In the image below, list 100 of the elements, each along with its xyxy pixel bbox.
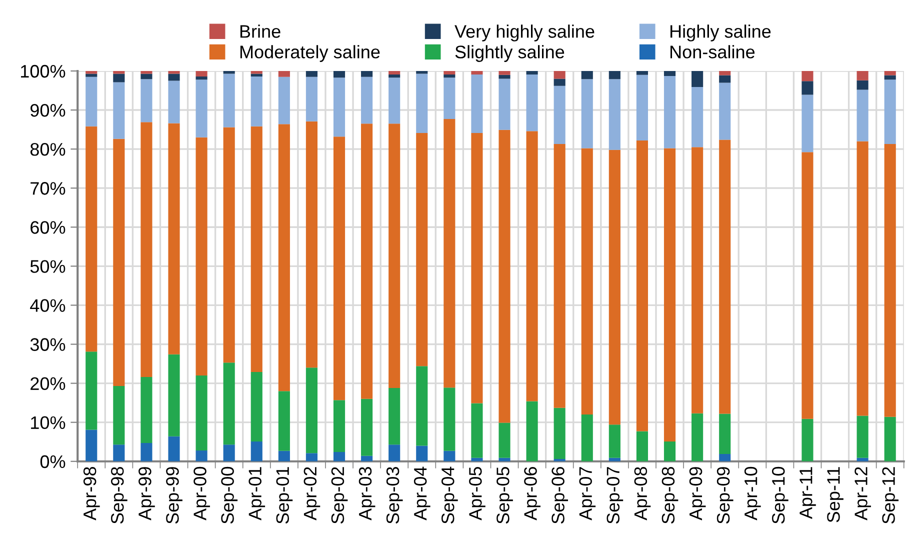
bar <box>333 452 346 462</box>
bar <box>856 416 868 458</box>
bar <box>223 362 235 445</box>
x-tick-label: Apr-04 <box>414 466 430 520</box>
bar <box>526 131 538 402</box>
bar <box>140 377 152 444</box>
bar <box>168 80 180 124</box>
bar <box>416 446 428 462</box>
bar <box>196 70 208 76</box>
bar <box>471 70 483 74</box>
y-tick-label: 100% <box>21 64 66 78</box>
bar <box>306 70 318 77</box>
x-tick-label: Sep-09 <box>716 467 734 524</box>
bar <box>884 75 896 80</box>
bar <box>306 368 318 454</box>
bar <box>361 124 373 399</box>
bar <box>223 127 235 363</box>
bar <box>581 70 593 80</box>
bar <box>333 78 346 137</box>
bar <box>581 79 593 148</box>
bar <box>113 70 125 74</box>
x-tick-label: Sep-06 <box>552 467 568 524</box>
bar <box>278 124 290 392</box>
bar <box>554 78 566 86</box>
bar <box>664 441 676 462</box>
bar <box>664 76 676 148</box>
bar <box>719 414 731 454</box>
bar <box>306 76 318 122</box>
bar <box>802 94 814 152</box>
bar <box>692 147 704 414</box>
bar <box>581 414 593 462</box>
bar <box>223 444 235 462</box>
bar <box>498 70 510 75</box>
bar <box>802 81 814 95</box>
y-tick-label: 10% <box>31 416 66 430</box>
bar <box>250 74 262 76</box>
y-tick-label: 90% <box>30 104 66 117</box>
bar <box>416 70 428 74</box>
y-tick-label: 80% <box>30 142 66 156</box>
bar <box>388 124 400 388</box>
bar <box>278 70 290 77</box>
bar <box>168 436 180 462</box>
bar <box>444 388 456 451</box>
bar <box>113 386 125 445</box>
bar <box>86 126 98 352</box>
bar <box>388 74 400 78</box>
bar <box>388 388 400 445</box>
bar <box>608 424 620 458</box>
bar <box>278 76 290 124</box>
bar <box>471 74 483 134</box>
bar <box>250 441 262 462</box>
bar <box>113 74 125 82</box>
x-tick-label: Apr-05 <box>469 466 486 520</box>
bar <box>664 148 676 442</box>
bar <box>250 76 262 126</box>
bar <box>278 391 290 451</box>
bar <box>86 76 98 126</box>
bar <box>196 76 208 80</box>
bar <box>168 123 180 354</box>
bar <box>856 90 868 142</box>
bar <box>361 456 373 462</box>
bar <box>223 74 235 128</box>
y-tick-label: 70% <box>30 182 66 195</box>
bar <box>140 122 152 378</box>
bar <box>168 74 180 81</box>
bar <box>333 70 346 78</box>
bar <box>692 413 704 462</box>
x-tick-label: Apr-12 <box>854 467 871 520</box>
bar <box>884 70 896 76</box>
bar <box>333 136 346 400</box>
x-tick-label: Apr-98 <box>83 467 100 520</box>
legend-label: Moderately saline <box>240 45 380 62</box>
bar <box>636 140 648 432</box>
bar <box>802 70 814 82</box>
bar <box>554 144 566 408</box>
x-tick-label: Sep-12 <box>882 467 899 524</box>
bar <box>526 70 538 74</box>
bar <box>196 450 208 462</box>
bar <box>471 133 483 404</box>
x-tick-label: Sep-07 <box>606 467 624 524</box>
bar <box>856 80 868 90</box>
x-tick-label: Apr-07 <box>579 467 596 520</box>
bar <box>416 133 428 366</box>
bar <box>802 418 814 462</box>
y-tick-label: 40% <box>30 299 66 312</box>
bar <box>444 74 456 78</box>
x-tick-label: Apr-99 <box>138 467 155 520</box>
bar <box>361 76 373 124</box>
bar <box>444 78 456 119</box>
bar <box>196 375 208 450</box>
bar <box>140 79 152 122</box>
bar <box>444 119 456 388</box>
bar <box>140 443 152 462</box>
x-tick-label: Sep-99 <box>166 467 182 524</box>
bar <box>113 82 125 139</box>
bar <box>608 150 620 425</box>
legend-label: Very highly saline <box>454 24 594 42</box>
bar <box>444 450 456 462</box>
bar <box>196 80 208 138</box>
x-tick-label: Sep-01 <box>276 467 293 524</box>
